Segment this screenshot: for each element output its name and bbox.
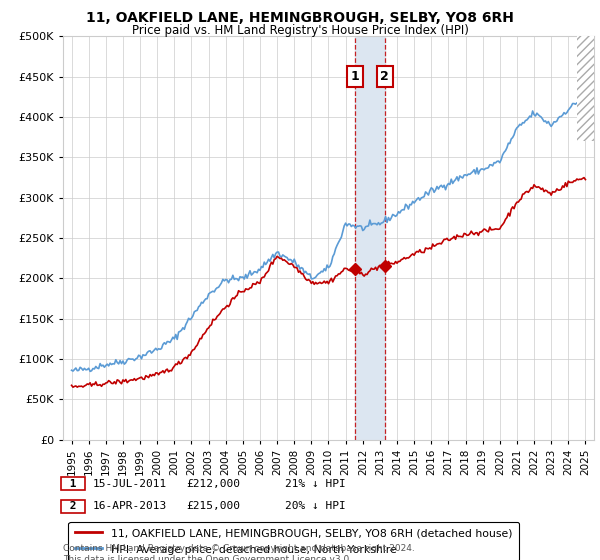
Text: 1: 1 — [63, 479, 83, 489]
Text: 11, OAKFIELD LANE, HEMINGBROUGH, SELBY, YO8 6RH: 11, OAKFIELD LANE, HEMINGBROUGH, SELBY, … — [86, 11, 514, 25]
Text: 2: 2 — [380, 70, 389, 83]
Text: 21% ↓ HPI: 21% ↓ HPI — [285, 479, 346, 489]
Text: £212,000: £212,000 — [186, 479, 240, 489]
Text: 20% ↓ HPI: 20% ↓ HPI — [285, 501, 346, 511]
Text: Contains HM Land Registry data © Crown copyright and database right 2024.
This d: Contains HM Land Registry data © Crown c… — [63, 544, 415, 560]
Legend: 11, OAKFIELD LANE, HEMINGBROUGH, SELBY, YO8 6RH (detached house), HPI: Average p: 11, OAKFIELD LANE, HEMINGBROUGH, SELBY, … — [68, 521, 518, 560]
Text: Price paid vs. HM Land Registry's House Price Index (HPI): Price paid vs. HM Land Registry's House … — [131, 24, 469, 36]
Text: 15-JUL-2011: 15-JUL-2011 — [93, 479, 167, 489]
Text: £215,000: £215,000 — [186, 501, 240, 511]
Bar — [355, 36, 385, 440]
Text: 1: 1 — [350, 70, 359, 83]
Text: 2: 2 — [63, 501, 83, 511]
Polygon shape — [577, 36, 594, 141]
Text: 16-APR-2013: 16-APR-2013 — [93, 501, 167, 511]
